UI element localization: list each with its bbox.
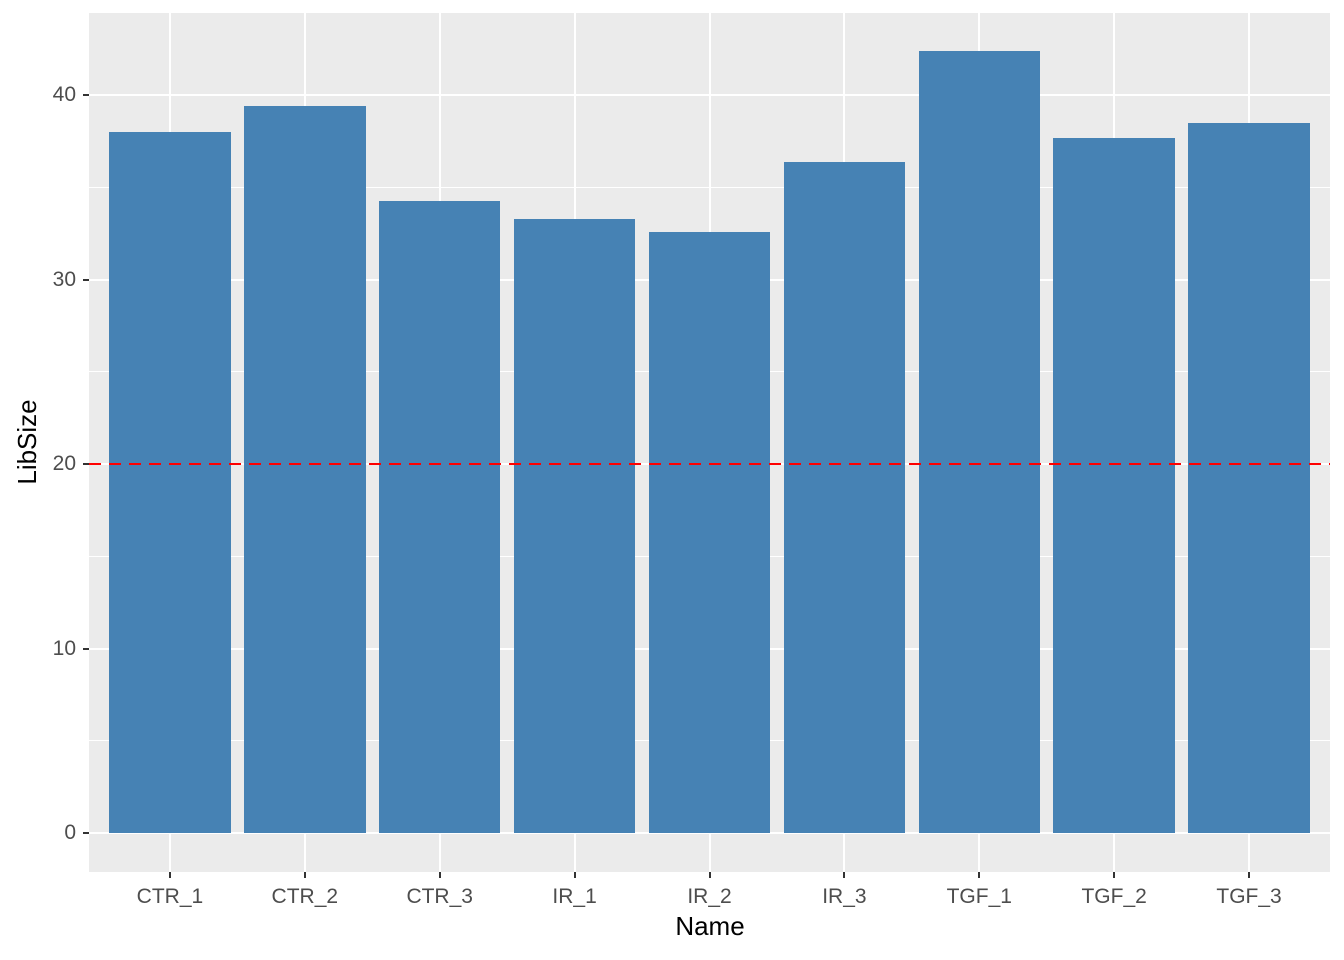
- bar: [1188, 123, 1310, 833]
- bar: [244, 106, 366, 833]
- x-tick-label: TGF_1: [946, 885, 1012, 908]
- x-axis-tick: [978, 872, 981, 878]
- y-tick-label: 0: [64, 820, 76, 844]
- x-axis-tick: [168, 872, 171, 878]
- x-tick-label: CTR_3: [406, 885, 473, 908]
- x-tick-label: IR_2: [687, 885, 732, 908]
- y-axis-title: LibSize: [12, 399, 42, 485]
- x-tick-label: IR_1: [552, 885, 597, 908]
- x-axis-tick: [708, 872, 711, 878]
- y-tick-label: 10: [52, 636, 76, 660]
- x-tick-label: CTR_1: [136, 885, 204, 908]
- y-tick-label: 40: [52, 83, 76, 107]
- x-tick-label: IR_3: [822, 885, 867, 908]
- bar: [648, 231, 771, 833]
- bar: [1053, 137, 1175, 833]
- x-axis-tick: [438, 872, 441, 878]
- bar: [109, 132, 231, 833]
- y-tick-label: 30: [52, 267, 76, 291]
- x-tick-label: TGF_2: [1081, 885, 1147, 908]
- y-axis-tick: [83, 647, 89, 650]
- x-axis-tick: [303, 872, 306, 878]
- y-axis-tick: [83, 463, 89, 466]
- bar: [379, 200, 501, 833]
- y-axis-tick: [83, 278, 89, 281]
- bar: [783, 161, 906, 833]
- x-axis-tick: [573, 872, 576, 878]
- x-tick-label: CTR_2: [271, 885, 339, 908]
- x-axis-tick: [1113, 872, 1116, 878]
- bar: [513, 218, 636, 833]
- bar: [918, 51, 1040, 833]
- y-tick-label: 20: [52, 452, 76, 476]
- x-axis-tick: [843, 872, 846, 878]
- threshold-line: [89, 463, 1330, 466]
- x-axis-title: Name: [675, 911, 745, 941]
- x-axis-tick: [1248, 872, 1251, 878]
- y-axis-tick: [83, 831, 89, 834]
- x-tick-label: TGF_3: [1216, 885, 1282, 908]
- y-axis-tick: [83, 94, 89, 97]
- plot-panel: [89, 13, 1330, 872]
